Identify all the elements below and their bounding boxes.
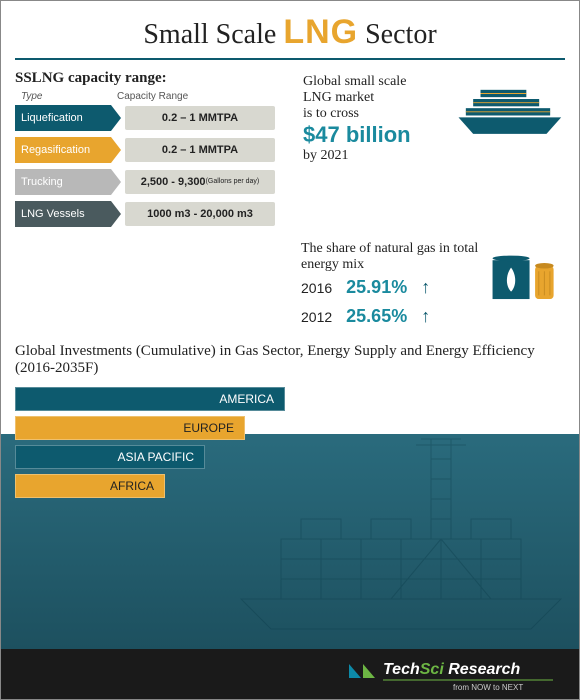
- invest-bar: EUROPE: [15, 416, 245, 440]
- arrow-up-icon: ↑: [421, 277, 430, 298]
- page-title: Small Scale LNG Sector: [1, 1, 579, 58]
- brand-pre: Tech: [383, 661, 420, 678]
- capacity-value: 0.2 – 1 MMTPA: [125, 138, 275, 162]
- capacity-row: Trucking 2,500 - 9,300(Gallons per day): [15, 169, 285, 195]
- footer: TechSci Research from NOW to NEXT: [1, 649, 579, 699]
- col-type: Type: [21, 91, 117, 102]
- ship-icon: [453, 80, 563, 140]
- brand-logo: TechSci Research from NOW to NEXT: [343, 654, 563, 694]
- brand-accent: Sci: [420, 661, 448, 678]
- col-range: Capacity Range: [117, 91, 188, 102]
- market-line4: by 2021: [303, 148, 563, 164]
- mix-year: 2016: [301, 280, 332, 296]
- capacity-header-row: Type Capacity Range: [15, 91, 285, 105]
- invest-bar: ASIA PACIFIC: [15, 445, 205, 469]
- investments-heading: Global Investments (Cumulative) in Gas S…: [15, 343, 565, 377]
- capacity-type: LNG Vessels: [15, 201, 111, 227]
- title-pre: Small Scale: [143, 19, 283, 50]
- capacity-type: Trucking: [15, 169, 111, 195]
- capacity-type: Regasification: [15, 137, 111, 163]
- mix-pct: 25.91%: [346, 277, 407, 298]
- capacity-type: Liquefication: [15, 105, 111, 131]
- title-rule: [15, 58, 565, 60]
- market-callout: Global small scale LNG market is to cros…: [303, 70, 563, 233]
- capacity-row: LNG Vessels 1000 m3 - 20,000 m3: [15, 201, 285, 227]
- gas-flame-icon: [487, 245, 561, 305]
- mix-row: 2016 25.91% ↑: [301, 273, 479, 302]
- row-top: SSLNG capacity range: Type Capacity Rang…: [1, 70, 579, 233]
- invest-bar: AMERICA: [15, 387, 285, 411]
- capacity-row: Regasification 0.2 – 1 MMTPA: [15, 137, 285, 163]
- brand-tag: from NOW to NEXT: [453, 683, 523, 692]
- svg-text:TechSci Research: TechSci Research: [383, 661, 520, 678]
- capacity-heading: SSLNG capacity range:: [15, 70, 285, 91]
- capacity-table: SSLNG capacity range: Type Capacity Rang…: [15, 70, 285, 233]
- infographic-page: Small Scale LNG Sector SSLNG capacity ra…: [0, 0, 580, 700]
- capacity-value: 1000 m3 - 20,000 m3: [125, 202, 275, 226]
- capacity-value: 2,500 - 9,300(Gallons per day): [125, 170, 275, 194]
- invest-bar: AFRICA: [15, 474, 165, 498]
- brand-post: Research: [448, 661, 520, 678]
- energy-mix: The share of natural gas in total energy…: [1, 233, 579, 331]
- mix-pct: 25.65%: [346, 306, 407, 327]
- title-post: Sector: [358, 19, 437, 50]
- title-lng: LNG: [283, 13, 358, 51]
- mix-year: 2012: [301, 309, 332, 325]
- mix-row: 2012 25.65% ↑: [301, 302, 479, 331]
- arrow-up-icon: ↑: [421, 306, 430, 327]
- capacity-row: Liquefication 0.2 – 1 MMTPA: [15, 105, 285, 131]
- lng-vessel-wireframe: [231, 419, 571, 639]
- capacity-value: 0.2 – 1 MMTPA: [125, 106, 275, 130]
